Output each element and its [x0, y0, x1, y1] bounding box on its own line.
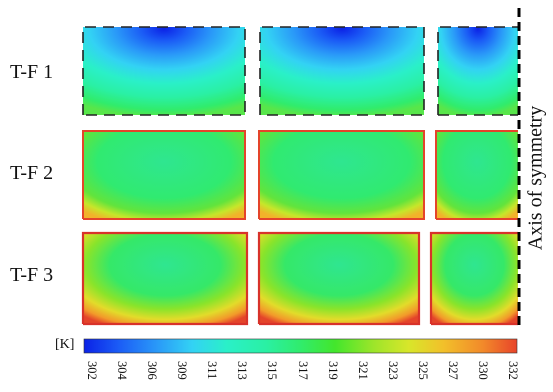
colorbar-tick-label: 315: [265, 361, 280, 380]
colorbar: [83, 338, 518, 354]
row-label-tf3: T-F 3: [10, 264, 54, 286]
tf1-outline: [82, 26, 518, 116]
colorbar-tick-label: 321: [355, 361, 370, 380]
colorbar-tick-label: 302: [85, 361, 99, 380]
colorbar-tick-label: 313: [235, 361, 250, 380]
colorbar-tick-label: 327: [445, 361, 460, 380]
tf2-cell-3: [436, 131, 518, 219]
tf1-fin-1: [245, 27, 260, 115]
colorbar-tick-label: 323: [385, 361, 400, 380]
colorbar-unit-label: [K]: [55, 337, 75, 352]
tf2-cell-1: [83, 131, 245, 219]
tf2-fin-1: [245, 131, 259, 219]
tf1-cell-2: [260, 27, 424, 115]
tf3-cell-3: [431, 233, 518, 324]
colorbar-tick-label: 330: [475, 361, 490, 380]
colorbar-tick-label: 309: [175, 361, 190, 380]
row-label-tf1: T-F 1: [10, 61, 54, 83]
tf3-cell-2: [259, 233, 419, 324]
tf1-cell-3: [438, 27, 518, 115]
colorbar-tick-label: 311: [205, 361, 220, 380]
axis-of-symmetry-label: Axis of symmetry: [524, 105, 547, 251]
row-label-tf2: T-F 2: [10, 162, 54, 184]
tf2-fin-2: [424, 131, 436, 219]
tf2-cell-2: [259, 131, 424, 219]
tf3-fin-2: [419, 262, 431, 324]
contour-row-tf1: [82, 26, 518, 116]
tf3-fin-1: [247, 262, 259, 324]
colorbar-tick-label: 325: [415, 361, 430, 380]
contour-row-tf3: [81, 231, 518, 326]
colorbar-tick-label: 317: [295, 361, 310, 380]
tf1-cell-1: [83, 27, 245, 115]
colorbar-tick-label: 304: [115, 361, 130, 380]
contour-row-tf2: [82, 130, 518, 220]
colorbar-tick-label: 332: [506, 361, 520, 380]
tf1-fin-2: [424, 27, 438, 115]
colorbar-tick-label: 319: [325, 361, 340, 380]
tf3-cell-1: [83, 233, 247, 324]
colorbar-tick-label: 306: [145, 361, 160, 380]
